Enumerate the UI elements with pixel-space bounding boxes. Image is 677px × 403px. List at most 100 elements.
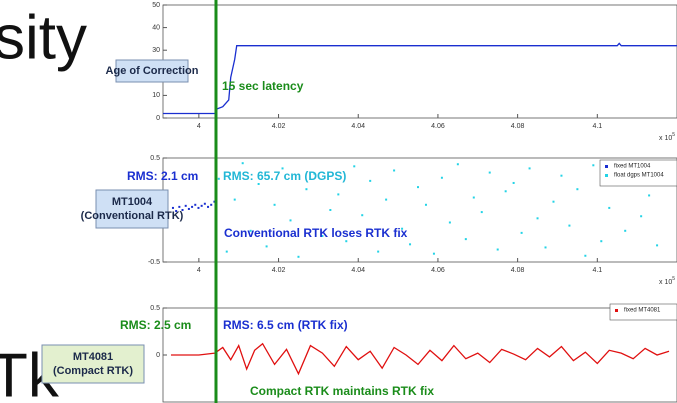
- data-point: [171, 206, 174, 209]
- data-point: [181, 209, 184, 211]
- x-tick-label: 4.04: [351, 267, 365, 274]
- data-point: [197, 206, 200, 209]
- x-tick-label: 4: [197, 267, 201, 274]
- data-point: [207, 205, 210, 208]
- data-point: [544, 246, 547, 249]
- label-box-text: MT1004: [112, 196, 153, 208]
- data-point: [345, 240, 348, 243]
- data-point: [464, 238, 467, 241]
- data-point: [313, 172, 316, 175]
- data-point: [504, 190, 507, 193]
- data-point: [480, 211, 483, 214]
- annotation: 15 sec latency: [222, 79, 304, 93]
- data-point: [289, 219, 292, 222]
- data-point: [448, 221, 451, 224]
- x-tick-label: 4.08: [511, 267, 525, 274]
- x-multiplier-base: x 10: [659, 135, 672, 142]
- data-point: [281, 167, 284, 170]
- data-point: [377, 250, 380, 253]
- x-tick-label: 4.04: [351, 123, 365, 130]
- data-point: [608, 206, 611, 209]
- data-point: [496, 248, 499, 251]
- data-point: [409, 243, 412, 246]
- plot-area: [162, 157, 677, 263]
- data-point: [241, 162, 244, 165]
- data-point: [440, 176, 443, 179]
- data-point: [393, 169, 396, 172]
- data-point: [321, 235, 324, 237]
- data-point: [552, 200, 555, 203]
- plot-area: [162, 307, 677, 403]
- data-point: [184, 204, 187, 207]
- data-point: [353, 165, 356, 168]
- data-point: [265, 245, 268, 248]
- legend-swatch: [615, 309, 618, 312]
- x-tick-label: 4.02: [272, 267, 286, 274]
- x-tick-label: 4.02: [272, 123, 286, 130]
- x-tick-label: 4.06: [431, 123, 445, 130]
- label-box-text: Age of Correction: [106, 65, 199, 77]
- data-point: [560, 174, 563, 177]
- data-point: [187, 207, 190, 210]
- data-point: [273, 203, 276, 206]
- data-point: [249, 229, 252, 232]
- x-multiplier-base: x 10: [659, 279, 672, 286]
- data-point: [385, 198, 388, 201]
- data-point: [488, 171, 491, 174]
- annotation: RMS: 65.7 cm (DGPS): [223, 169, 346, 183]
- data-line: [170, 342, 670, 376]
- legend-swatch: [605, 165, 608, 168]
- y-tick-label: 30: [152, 47, 160, 54]
- data-point: [401, 227, 404, 230]
- data-point: [417, 186, 420, 189]
- label-box-text: MT4081: [73, 351, 113, 363]
- data-point: [257, 183, 260, 185]
- legend-label: float dgps MT1004: [614, 173, 664, 179]
- data-point: [297, 255, 300, 258]
- data-point: [194, 203, 197, 206]
- legend-label: fixed MT1004: [614, 164, 651, 170]
- x-tick-label: 4.08: [511, 123, 525, 130]
- data-point: [456, 163, 459, 166]
- x-multiplier-exp: 5: [672, 132, 675, 138]
- label-box: [115, 59, 189, 83]
- annotation: RMS: 2.5 cm: [120, 318, 191, 332]
- annotation: RMS: 2.1 cm: [127, 169, 198, 183]
- x-tick-label: 4: [197, 123, 201, 130]
- y-tick-label: 40: [152, 24, 160, 31]
- y-tick-label: 0.5: [150, 155, 160, 162]
- data-point: [520, 231, 523, 234]
- data-point: [178, 205, 181, 208]
- data-point: [210, 203, 213, 206]
- x-tick-label: 4.06: [431, 267, 445, 274]
- data-point: [337, 193, 340, 196]
- data-point: [592, 164, 595, 167]
- data-point: [656, 244, 659, 247]
- data-point: [424, 203, 427, 206]
- data-point: [624, 229, 627, 232]
- y-tick-label: 50: [152, 2, 160, 9]
- x-multiplier: x 105: [659, 132, 675, 142]
- data-point: [361, 214, 364, 217]
- data-point: [640, 215, 643, 218]
- y-tick-label: 10: [152, 92, 160, 99]
- annotation: RMS: 6.5 cm (RTK fix): [223, 318, 348, 332]
- data-point: [648, 194, 651, 197]
- label-box: [41, 344, 145, 384]
- data-point: [472, 196, 475, 199]
- legend: [599, 159, 677, 187]
- data-point: [329, 209, 332, 211]
- label-box-text: (Conventional RTK): [81, 210, 184, 222]
- data-point: [225, 250, 228, 253]
- data-point: [584, 254, 587, 257]
- data-point: [175, 210, 178, 213]
- y-tick-label: 0.5: [150, 305, 160, 312]
- data-point: [305, 188, 308, 191]
- data-point: [233, 198, 236, 201]
- annotation: Compact RTK maintains RTK fix: [250, 384, 434, 398]
- data-point: [203, 202, 206, 205]
- data-point: [568, 224, 571, 227]
- x-tick-label: 4.1: [592, 123, 602, 130]
- data-point: [600, 240, 603, 243]
- label-box-text: (Compact RTK): [53, 365, 133, 377]
